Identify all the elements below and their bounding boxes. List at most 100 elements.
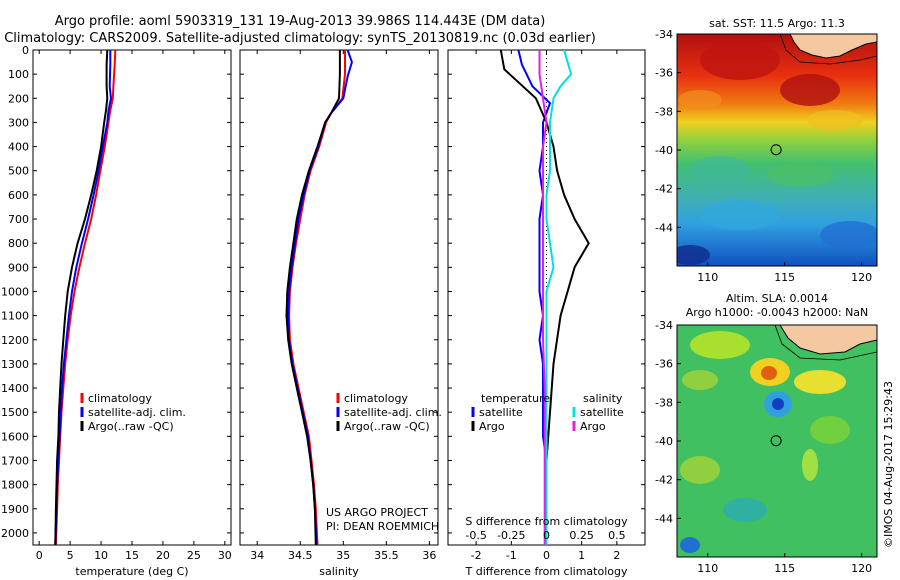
sst-map-title: sat. SST: 11.5 Argo: 11.3 — [709, 17, 845, 30]
temperature-xtick-label: 25 — [187, 549, 201, 562]
sla-map-title-2: Argo h1000: -0.0043 h2000: NaN — [686, 306, 869, 319]
temperature-frame — [32, 49, 232, 546]
imos-credit: ©IMOS 04-Aug-2017 15:29:43 — [882, 381, 895, 548]
legend-label: Argo — [479, 420, 505, 433]
difference-xtick-label: 2 — [613, 549, 620, 562]
title-line-2: Climatology: CARS2009. Satellite-adjuste… — [4, 31, 596, 46]
depth-tick-label: 1200 — [1, 334, 29, 347]
map-ytick-label: -44 — [655, 221, 673, 234]
salinity-panel: 34 34.5 35 35.5 36 salinity climatologysatelli… — [239, 49, 442, 578]
depth-tick-label: 1800 — [1, 479, 29, 492]
depth-tick-label: 500 — [8, 165, 29, 178]
depth-tick-label: 300 — [8, 116, 29, 129]
difference-panel: -2 -1 0 1 2 T difference from climatology -0.5… — [447, 49, 646, 578]
difference-xlabel: T difference from climatology — [465, 565, 628, 578]
temperature-xtick-label: 5 — [67, 549, 74, 562]
sst-map-field — [677, 34, 877, 266]
map-ytick-label: -38 — [655, 396, 673, 409]
sla-map-field — [677, 325, 877, 557]
salinity-diff-tick-label: -0.25 — [497, 529, 525, 542]
difference-xtick-label: 1 — [578, 549, 585, 562]
series-temperature-argo — [499, 49, 590, 545]
depth-tick-label: 0 — [22, 44, 29, 57]
difference-xtick-label: 0 — [543, 549, 550, 562]
legend-label: satellite-adj. clim. — [88, 406, 186, 419]
legend-label: satellite — [479, 406, 523, 419]
difference-xtick-label: -1 — [506, 549, 517, 562]
depth-tick-label: 2000 — [1, 527, 29, 540]
temperature-xlabel: temperature (deg C) — [75, 565, 188, 578]
legend-label: satellite — [580, 406, 624, 419]
map-xtick-label: 120 — [851, 562, 872, 575]
salinity-xtick-label: 34.5 — [288, 549, 313, 562]
salinity-diff-xlabel: S difference from climatology — [465, 515, 628, 528]
series-climatology — [288, 50, 346, 546]
profile-location-marker — [770, 144, 782, 156]
sst-map-axes: 110 115 120 -34 -36 -38 -40 -42 -44 — [655, 28, 872, 284]
salinity-xtick-label: 35 — [336, 549, 350, 562]
legend-label: climatology — [344, 392, 408, 405]
temperature-xtick-label: 10 — [94, 549, 108, 562]
series-argo-raw-qc- — [54, 49, 109, 546]
map-xtick-label: 115 — [774, 271, 795, 284]
legend-header-temperature: temperature — [481, 392, 550, 405]
depth-tick-label: 100 — [8, 68, 29, 81]
map-xtick-label: 115 — [774, 562, 795, 575]
map-ytick-label: -42 — [655, 474, 673, 487]
difference-xtick-label: -2 — [471, 549, 482, 562]
depth-tick-label: 1600 — [1, 430, 29, 443]
salinity-diff-tick-label: 0 — [543, 529, 550, 542]
salinity-diff-tick-label: -0.5 — [465, 529, 486, 542]
depth-tick-label: 400 — [8, 141, 29, 154]
depth-tick-label: 1400 — [1, 382, 29, 395]
map-xtick-label: 110 — [697, 562, 718, 575]
depth-tick-label: 1000 — [1, 285, 29, 298]
salinity-xtick-label: 34 — [250, 549, 264, 562]
salinity-frame — [239, 49, 439, 546]
series-satellite-adj-clim- — [287, 49, 353, 546]
profile-location-marker — [770, 435, 782, 447]
series-argo-raw-qc- — [285, 50, 341, 546]
temperature-panel: 0100200300400500600700800900100011001200… — [1, 44, 232, 578]
depth-tick-label: 800 — [8, 237, 29, 250]
depth-tick-label: 200 — [8, 92, 29, 105]
map-xtick-label: 110 — [697, 271, 718, 284]
legend-label: Argo(..raw -QC) — [88, 420, 174, 433]
legend-label: satellite-adj. clim. — [344, 406, 442, 419]
map-ytick-label: -42 — [655, 183, 673, 196]
sla-map-axes: 110 115 120 -34 -36 -38 -40 -42 -44 — [655, 319, 872, 575]
depth-tick-label: 1500 — [1, 406, 29, 419]
map-ytick-label: -34 — [655, 28, 673, 41]
map-ytick-label: -36 — [655, 358, 673, 371]
depth-tick-label: 600 — [8, 189, 29, 202]
map-ytick-label: -36 — [655, 67, 673, 80]
temperature-xtick-label: 0 — [36, 549, 43, 562]
depth-tick-label: 1100 — [1, 310, 29, 323]
sla-map-title-1: Altim. SLA: 0.0014 — [726, 292, 828, 305]
map-ytick-label: -38 — [655, 105, 673, 118]
series-salinity-argo — [538, 50, 548, 545]
project-line-1: US ARGO PROJECT — [326, 506, 428, 519]
map-ytick-label: -34 — [655, 319, 673, 332]
map-xtick-label: 120 — [851, 271, 872, 284]
salinity-xlabel: salinity — [319, 565, 359, 578]
salinity-diff-tick-label: 0.5 — [608, 529, 626, 542]
salinity-diff-tick-label: 0.25 — [569, 529, 594, 542]
salinity-xtick-label: 35.5 — [374, 549, 399, 562]
title-line-1: Argo profile: aoml 5903319_131 19-Aug-20… — [55, 14, 546, 29]
depth-tick-label: 1700 — [1, 454, 29, 467]
map-ytick-label: -40 — [655, 144, 673, 157]
temperature-xtick-label: 15 — [125, 549, 139, 562]
map-ytick-label: -44 — [655, 512, 673, 525]
project-line-2: PI: DEAN ROEMMICH — [326, 520, 439, 533]
legend-label: Argo — [580, 420, 606, 433]
depth-tick-label: 900 — [8, 261, 29, 274]
depth-tick-label: 700 — [8, 213, 29, 226]
series-salinity-satellite — [545, 49, 573, 545]
temperature-xtick-label: 20 — [156, 549, 170, 562]
map-ytick-label: -40 — [655, 435, 673, 448]
depth-tick-label: 1300 — [1, 358, 29, 371]
legend-header-salinity: salinity — [583, 392, 623, 405]
salinity-xtick-label: 36 — [422, 549, 436, 562]
